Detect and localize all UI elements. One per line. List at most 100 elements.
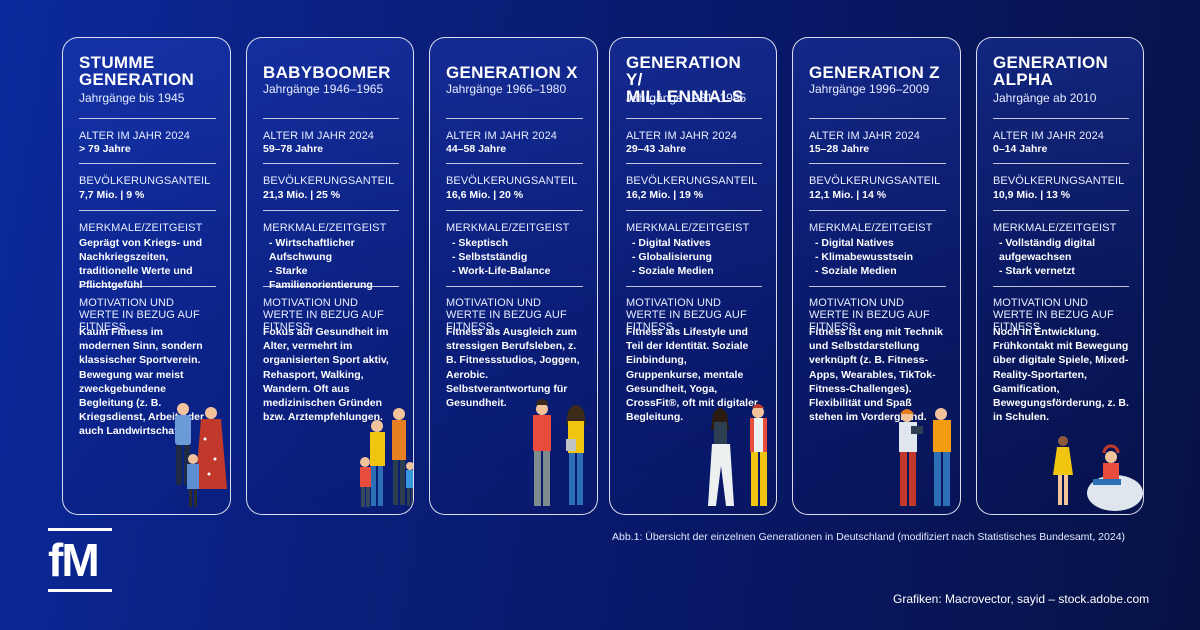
share-label: BEVÖLKERUNGSANTEIL: [263, 175, 395, 187]
generation-card-y: GENERATION Y/ MILLENNIALS Jahrgänge 1981…: [609, 37, 777, 515]
divider: [993, 118, 1129, 119]
divider: [809, 118, 946, 119]
share-label: BEVÖLKERUNGSANTEIL: [626, 175, 758, 187]
trait-item: - Work-Life-Balance: [452, 265, 551, 277]
divider: [626, 210, 762, 211]
logo-text: fM: [48, 534, 100, 586]
seniors-illustration: [175, 403, 227, 507]
share-label: BEVÖLKERUNGSANTEIL: [446, 175, 578, 187]
motivation-label: MOTIVATION UND WERTE IN BEZUG AUF FITNES…: [446, 297, 567, 333]
logo-top-bar: [48, 528, 112, 531]
traits-label: MERKMALE/ZEITGEIST: [263, 222, 387, 234]
share-label: BEVÖLKERUNGSANTEIL: [809, 175, 941, 187]
generation-card-z: GENERATION Z Jahrgänge 1996–2009 ALTER I…: [792, 37, 961, 515]
divider: [993, 210, 1129, 211]
traits-label: MERKMALE/ZEITGEIST: [809, 222, 933, 234]
card-title: GENERATION Z: [809, 63, 940, 82]
divider: [79, 118, 216, 119]
divider: [993, 286, 1129, 287]
divider: [263, 286, 399, 287]
generation-card-silent: STUMME GENERATION Jahrgänge bis 1945 ALT…: [62, 37, 231, 515]
card-title: GENERATION X: [446, 63, 578, 82]
divider: [626, 286, 762, 287]
generation-card-alpha: GENERATION ALPHA Jahrgänge ab 2010 ALTER…: [976, 37, 1144, 515]
motivation-text: Kaum Fitness im modernen Sinn, sondern k…: [79, 326, 205, 438]
traits-list: - Skeptisch - Selbstständig - Work-Life-…: [446, 236, 583, 278]
divider: [993, 163, 1129, 164]
trait-item: - Globalisierung: [632, 251, 712, 263]
share-value: 16,2 Mio. | 19 %: [626, 189, 704, 201]
divider: [809, 163, 946, 164]
trait-item: - Wirtschaftlicher Aufschwung: [269, 237, 355, 263]
age-label: ALTER IM JAHR 2024: [993, 130, 1105, 142]
age-value: 15–28 Jahre: [809, 143, 870, 155]
alpha-illustration: [1053, 436, 1143, 511]
divider: [809, 210, 946, 211]
image-credits: Grafiken: Macrovector, sayid – stock.ado…: [893, 592, 1150, 606]
share-value: 16,6 Mio. | 20 %: [446, 189, 524, 201]
share-value: 12,1 Mio. | 14 %: [809, 189, 887, 201]
card-years: Jahrgänge 1966–1980: [446, 82, 567, 96]
logo-bottom-bar: [48, 589, 112, 592]
traits-list: Geprägt von Kriegs- und Nachkriegszeiten…: [79, 236, 216, 292]
share-value: 21,3 Mio. | 25 %: [263, 189, 341, 201]
traits-label: MERKMALE/ZEITGEIST: [446, 222, 570, 234]
divider: [79, 286, 216, 287]
card-title: GENERATION ALPHA: [993, 53, 1109, 89]
motivation-text: Fitness als Lifestyle und Teil der Ident…: [626, 326, 758, 424]
divider: [626, 163, 762, 164]
motivation-label: MOTIVATION UND WERTE IN BEZUG AUF FITNES…: [809, 297, 930, 333]
motivation-text: Fitness ist eng mit Technik und Selbstda…: [809, 326, 943, 424]
divider: [446, 210, 583, 211]
motivation-text: Noch in Entwicklung. Frühkontakt mit Bew…: [993, 326, 1129, 424]
trait-item: Geprägt von Kriegs- und Nachkriegszeiten…: [79, 237, 203, 291]
traits-list: - Digital Natives - Klimabewusstsein - S…: [809, 236, 946, 278]
age-value: 29–43 Jahre: [626, 143, 687, 155]
divider: [809, 286, 946, 287]
traits-label: MERKMALE/ZEITGEIST: [79, 222, 203, 234]
divider: [446, 163, 583, 164]
figure-caption: Abb.1: Übersicht der einzelnen Generatio…: [612, 531, 1126, 543]
divider: [79, 163, 216, 164]
trait-item: - Skeptisch: [452, 237, 509, 249]
fm-logo: fM: [48, 528, 112, 592]
divider: [79, 210, 216, 211]
traits-list: - Wirtschaftlicher Aufschwung - Starke F…: [263, 236, 399, 292]
age-value: 44–58 Jahre: [446, 143, 507, 155]
card-years: Jahrgänge 1996–2009: [809, 82, 930, 96]
genx-illustration: [533, 399, 586, 506]
card-years: Jahrgänge bis 1945: [79, 91, 185, 105]
share-label: BEVÖLKERUNGSANTEIL: [79, 175, 211, 187]
genz-illustration: [899, 408, 951, 506]
card-title: BABYBOOMER: [263, 63, 391, 82]
trait-item: - Digital Natives: [632, 237, 711, 249]
divider: [263, 163, 399, 164]
age-value: 59–78 Jahre: [263, 143, 324, 155]
age-label: ALTER IM JAHR 2024: [79, 130, 191, 142]
trait-item: - Starke Familienorientierung: [269, 265, 373, 291]
card-years: Jahrgänge 1946–1965: [263, 82, 384, 96]
age-value: 0–14 Jahre: [993, 143, 1048, 155]
age-label: ALTER IM JAHR 2024: [809, 130, 921, 142]
millennials-illustration: [708, 404, 767, 506]
share-label: BEVÖLKERUNGSANTEIL: [993, 175, 1125, 187]
share-value: 7,7 Mio. | 9 %: [79, 189, 145, 201]
age-label: ALTER IM JAHR 2024: [626, 130, 738, 142]
motivation-label: MOTIVATION UND WERTE IN BEZUG AUF FITNES…: [626, 297, 747, 333]
trait-item: - Selbstständig: [452, 251, 528, 263]
trait-item: - Soziale Medien: [632, 265, 714, 277]
generation-card-x: GENERATION X Jahrgänge 1966–1980 ALTER I…: [429, 37, 598, 515]
card-years: Jahrgänge 1981–1995: [626, 91, 747, 105]
motivation-label: MOTIVATION UND WERTE IN BEZUG AUF FITNES…: [993, 297, 1114, 333]
card-title: GENERATION Y/ MILLENNIALS: [626, 53, 744, 106]
traits-label: MERKMALE/ZEITGEIST: [993, 222, 1117, 234]
motivation-text: Fokus auf Gesundheit im Alter, vermehrt …: [263, 326, 389, 424]
trait-item: - Digital Natives: [815, 237, 894, 249]
divider: [263, 210, 399, 211]
age-label: ALTER IM JAHR 2024: [446, 130, 558, 142]
age-label: ALTER IM JAHR 2024: [263, 130, 375, 142]
divider: [446, 286, 583, 287]
share-value: 10,9 Mio. | 13 %: [993, 189, 1071, 201]
motivation-label: MOTIVATION UND WERTE IN BEZUG AUF FITNES…: [79, 297, 200, 333]
traits-label: MERKMALE/ZEITGEIST: [626, 222, 750, 234]
